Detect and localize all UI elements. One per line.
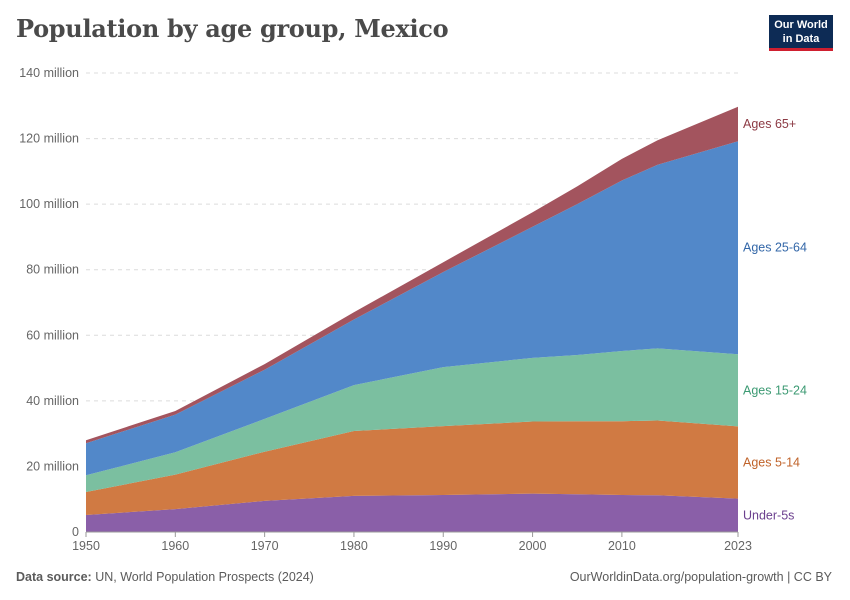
y-tick-label: 0	[72, 525, 79, 539]
y-tick-label: 120 million	[19, 132, 79, 146]
series-labels: Under-5s Ages 5-14 Ages 15-24 Ages 25-64 Age…	[743, 117, 807, 522]
x-tick-label: 2023	[724, 539, 752, 553]
series-label: Ages 15-24	[743, 383, 807, 397]
x-tick-label: 1970	[251, 539, 279, 553]
x-tick-label: 2000	[519, 539, 547, 553]
area-series	[86, 106, 738, 532]
x-tick-label: 1960	[161, 539, 189, 553]
y-tick-label: 140 million	[19, 66, 79, 80]
area-under-5s	[86, 493, 738, 532]
x-tick-label: 1990	[429, 539, 457, 553]
series-label: Ages 5-14	[743, 455, 800, 469]
data-source-label: Data source:	[16, 570, 92, 584]
y-tick-label: 80 million	[26, 263, 79, 277]
area-ages-5-14	[86, 420, 738, 515]
area-ages-15-24	[86, 348, 738, 492]
series-label: Ages 65+	[743, 117, 796, 131]
stacked-area-chart: 0 20 million 40 million 60 million 80 millio…	[19, 66, 807, 553]
y-tick-label: 100 million	[19, 197, 79, 211]
area-ages-25-64	[86, 141, 738, 476]
logo-line-2: in Data	[782, 33, 820, 45]
x-tick-label: 2010	[608, 539, 636, 553]
data-source-text: UN, World Population Prospects (2024)	[95, 570, 314, 584]
source-link[interactable]: OurWorldinData.org/population-growth | C…	[569, 570, 832, 584]
x-tick-label: 1980	[340, 539, 368, 553]
area-ages-65-	[86, 106, 738, 444]
owid-logo[interactable]: Our World in Data	[769, 15, 833, 51]
data-source: Data source: UN, World Population Prospe…	[16, 570, 314, 584]
x-tick-label: 1950	[72, 539, 100, 553]
axes: 0 20 million 40 million 60 million 80 millio…	[19, 66, 752, 553]
chart-title: Population by age group, Mexico	[16, 14, 449, 43]
y-tick-label: 60 million	[26, 328, 79, 342]
series-label: Ages 25-64	[743, 241, 807, 255]
y-tick-label: 40 million	[26, 394, 79, 408]
logo-line-1: Our World	[774, 19, 828, 31]
series-label: Under-5s	[743, 508, 794, 522]
y-tick-label: 20 million	[26, 459, 79, 473]
